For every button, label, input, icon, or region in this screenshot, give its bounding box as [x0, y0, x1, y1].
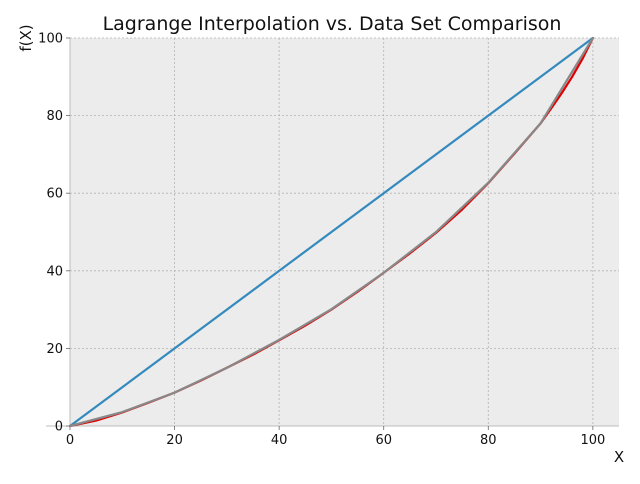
x-tick-label: 40: [271, 433, 288, 448]
data-series: [68, 36, 594, 428]
x-tick-label: 80: [480, 433, 497, 448]
x-tick-label: 20: [166, 433, 183, 448]
series-line: [68, 36, 594, 428]
y-axis-label: f(X): [17, 24, 35, 51]
x-tick-label: 0: [66, 433, 74, 448]
axes: [46, 37, 619, 430]
plot-background: [70, 38, 619, 426]
y-tick-label: 40: [46, 264, 63, 279]
chart-title: Lagrange Interpolation vs. Data Set Comp…: [103, 13, 562, 35]
series-line: [68, 36, 594, 428]
y-tick-label: 100: [38, 32, 63, 47]
x-tick-label: 60: [375, 433, 392, 448]
x-tick-label: 100: [580, 433, 605, 448]
tick-labels: 0 20 40 60 80 100 0 20 40 60 80 100: [38, 32, 605, 449]
y-tick-label: 20: [46, 342, 63, 357]
y-tick-label: 0: [55, 420, 63, 435]
x-axis-label: X: [614, 448, 624, 466]
y-tick-label: 80: [46, 109, 63, 124]
y-tick-label: 60: [46, 187, 63, 202]
